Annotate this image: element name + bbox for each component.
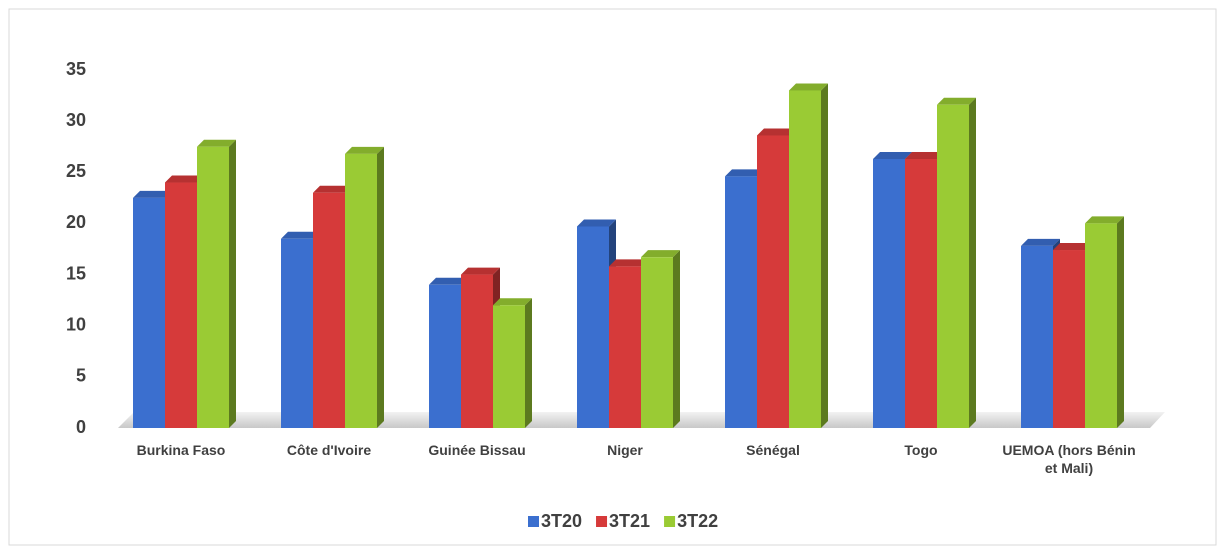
y-tick-label: 15 xyxy=(66,263,86,283)
legend-swatch xyxy=(528,516,539,527)
bar-top xyxy=(937,97,976,105)
bar xyxy=(165,182,197,428)
legend-swatch xyxy=(596,516,608,527)
bar xyxy=(1085,223,1117,428)
bar-top xyxy=(725,169,764,177)
y-tick-label: 10 xyxy=(66,314,86,334)
bar-top xyxy=(429,277,468,285)
y-tick-label: 20 xyxy=(66,212,86,232)
x-tick-label: Togo xyxy=(904,442,938,458)
bar-side xyxy=(525,298,532,428)
y-tick-label: 0 xyxy=(76,417,86,437)
bar-top xyxy=(281,231,320,239)
bar-top xyxy=(789,83,828,91)
x-tick-label: Guinée Bissau xyxy=(428,442,526,458)
bar xyxy=(789,90,821,428)
legend-swatch xyxy=(664,516,676,527)
bar-top xyxy=(577,219,616,227)
bar-top xyxy=(905,151,944,159)
legend-label: 3T20 xyxy=(541,511,582,531)
bar-top xyxy=(873,151,912,159)
y-tick-label: 25 xyxy=(66,161,86,181)
bar xyxy=(757,135,789,428)
bar-top xyxy=(641,250,680,258)
y-tick-label: 30 xyxy=(66,110,86,130)
bar xyxy=(461,274,493,428)
bar xyxy=(197,146,229,428)
bar-side xyxy=(821,83,828,428)
bar xyxy=(577,226,609,428)
bar xyxy=(345,153,377,429)
bar xyxy=(937,104,969,428)
bar-top xyxy=(313,185,352,193)
bar-side xyxy=(377,146,384,429)
bar xyxy=(905,158,937,428)
bar xyxy=(1053,250,1085,428)
bar-top xyxy=(609,259,648,267)
bar xyxy=(313,192,345,428)
bar-top xyxy=(133,190,172,198)
y-tick-label: 35 xyxy=(66,59,86,79)
x-tick-label: Niger xyxy=(607,442,643,458)
bar xyxy=(133,197,165,428)
legend-label: 3T21 xyxy=(609,511,650,531)
bar-side xyxy=(1117,216,1124,428)
bar-top xyxy=(345,146,384,154)
bar-top xyxy=(1053,243,1092,251)
bar-top xyxy=(757,128,796,136)
y-tick-label: 5 xyxy=(76,366,86,386)
bar xyxy=(609,266,641,428)
bar xyxy=(493,305,525,428)
bar-side xyxy=(229,139,236,428)
bar-top xyxy=(493,298,532,306)
bar-top xyxy=(165,175,204,183)
bar xyxy=(281,238,313,428)
bar-side xyxy=(969,97,976,428)
bar-top xyxy=(1085,216,1124,224)
bar xyxy=(429,284,461,428)
legend-label: 3T22 xyxy=(677,511,718,531)
bar xyxy=(873,158,905,428)
bar-top xyxy=(197,139,236,147)
bar xyxy=(725,176,757,428)
x-tick-label: UEMOA (hors Bénin et Mali) xyxy=(1002,442,1136,476)
bar xyxy=(641,257,673,428)
bar-top xyxy=(461,267,500,275)
bar-side xyxy=(673,250,680,428)
x-tick-label: Côte d'Ivoire xyxy=(286,442,372,458)
x-tick-label: Sénégal xyxy=(746,442,800,458)
bar-top xyxy=(1021,238,1060,246)
bar xyxy=(1021,245,1053,428)
x-tick-label: Burkina Faso xyxy=(136,442,226,458)
